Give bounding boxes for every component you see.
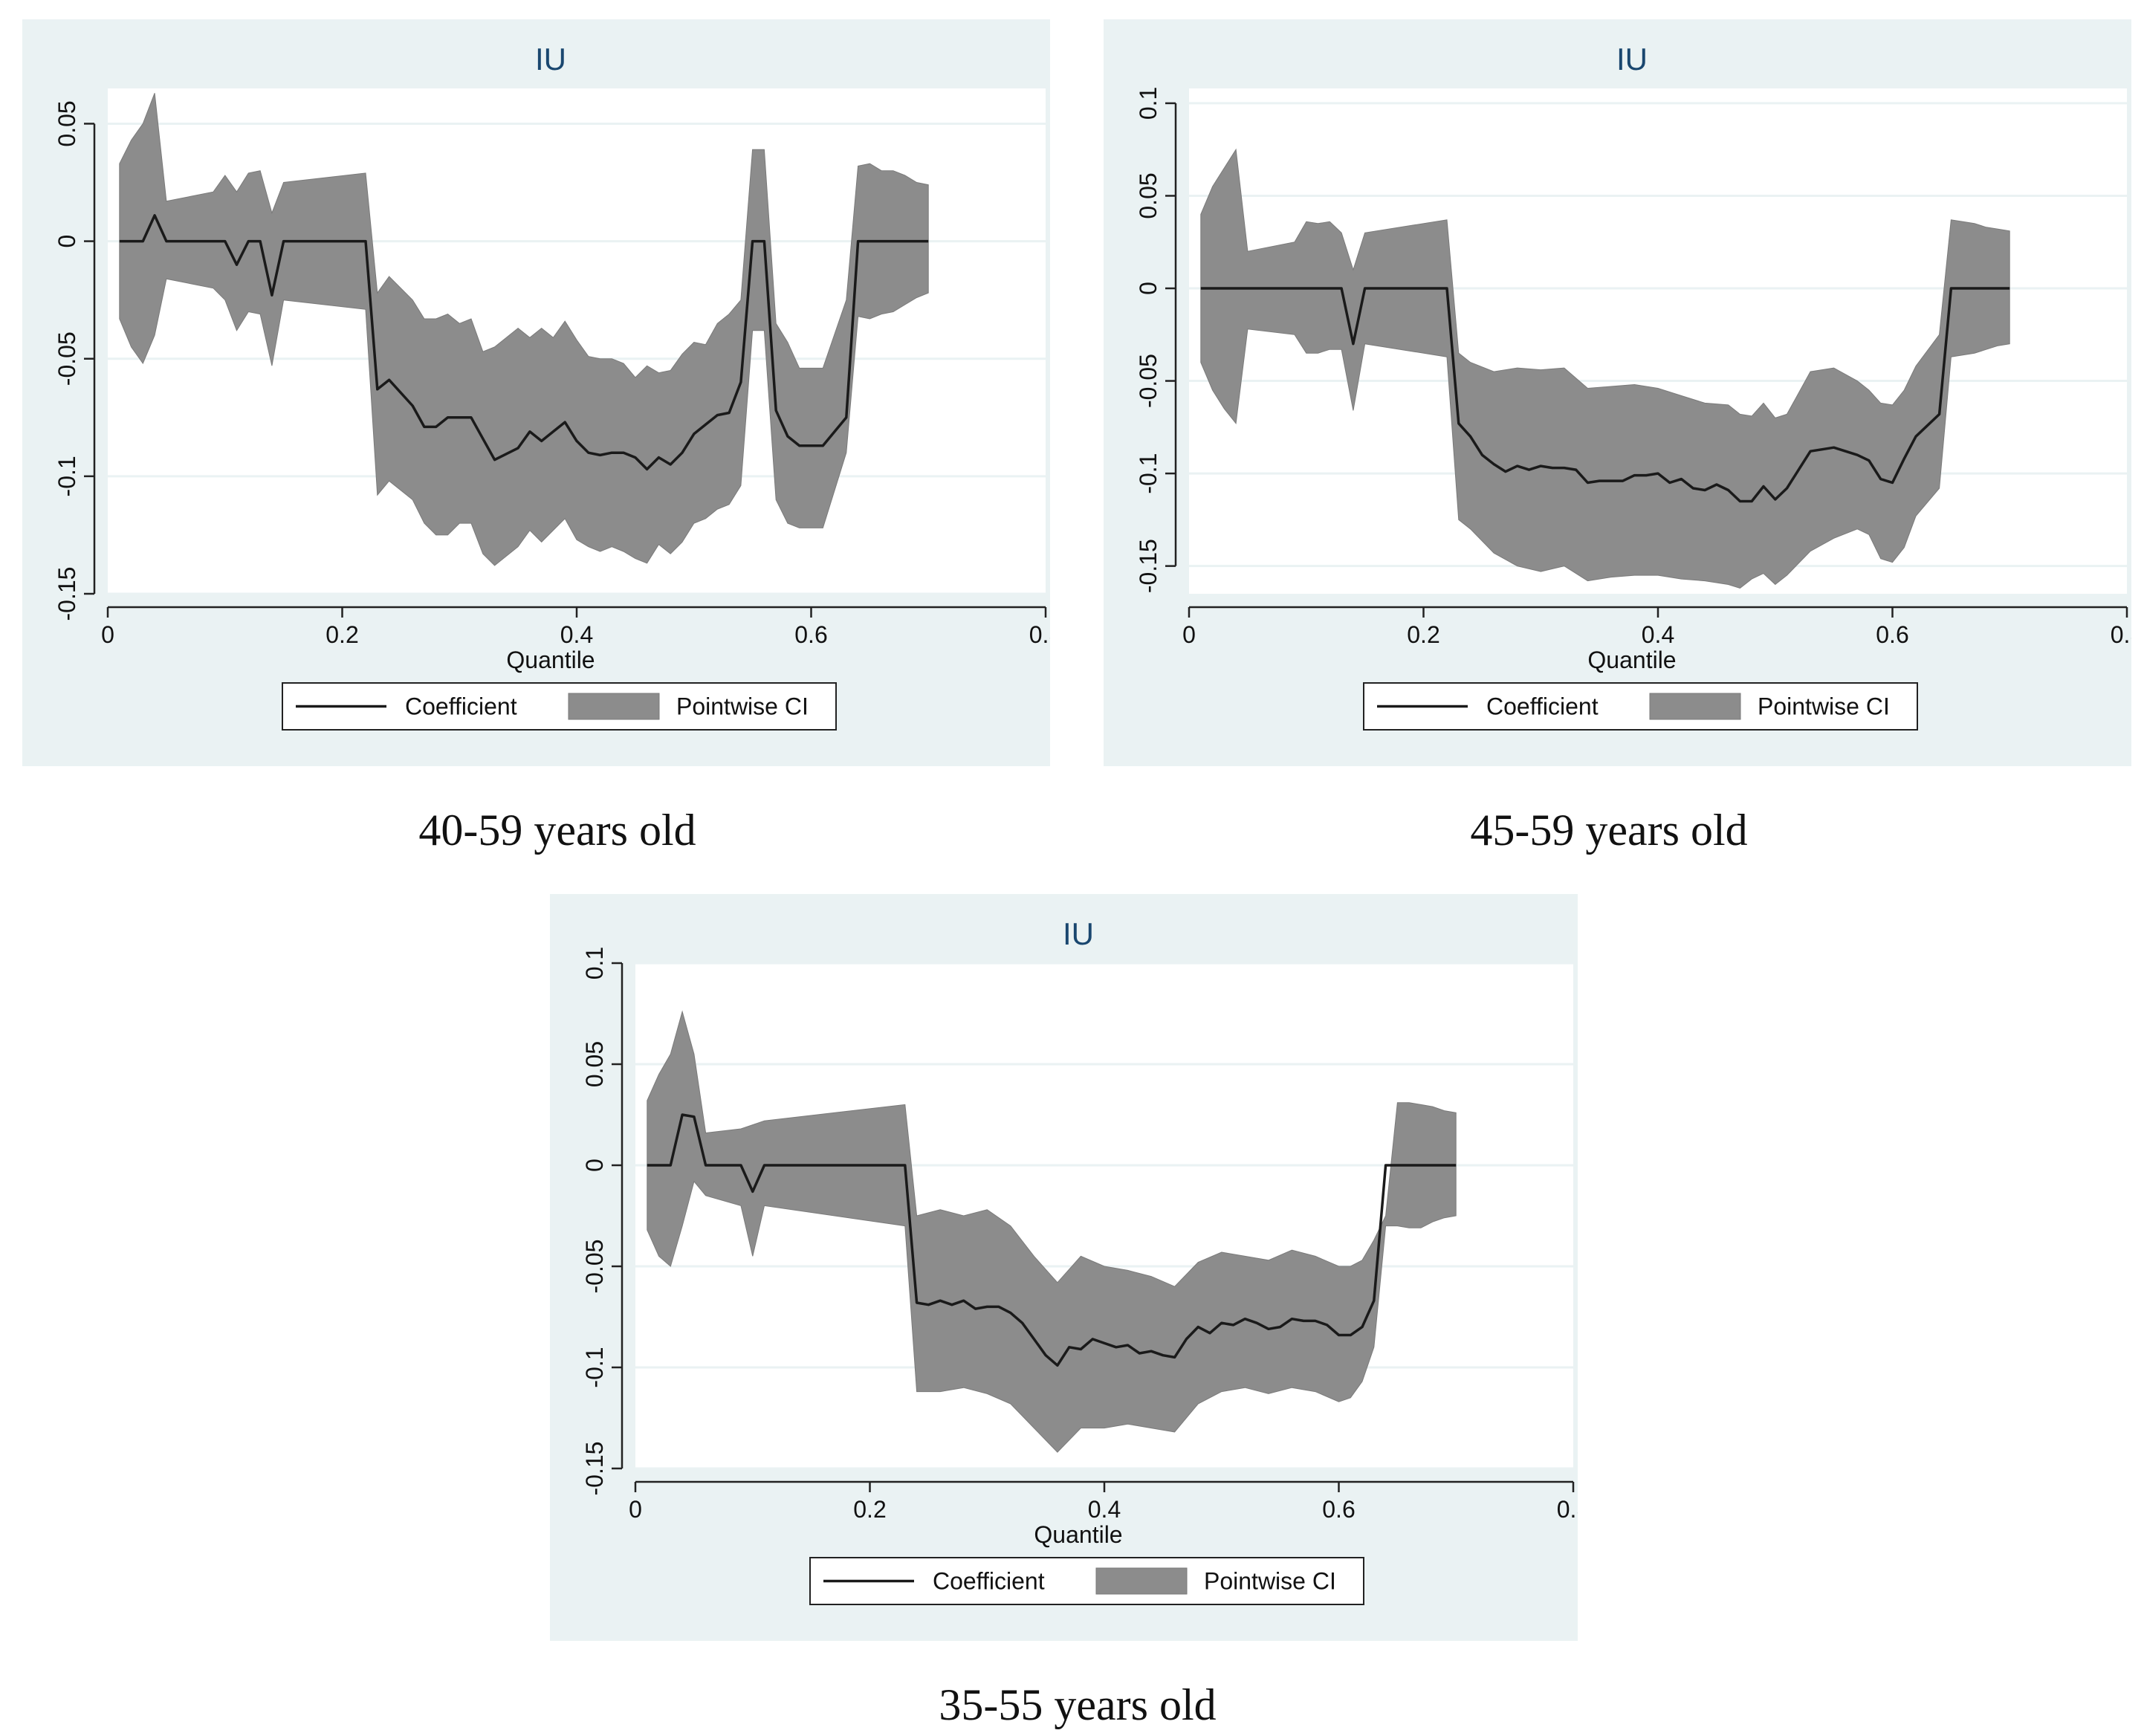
legend-coefficient-label: Coefficient — [1486, 693, 1599, 720]
chart-panel-45-59: 0.1 0.05 0 -0.05 -0.1 -0.15 0 0.2 0.4 0.6 0.8 IU Qua… — [1104, 19, 2131, 766]
x-tick-label: 0.2 — [1407, 621, 1439, 648]
chart-svg-35-55: 0.1 0.05 0 -0.05 -0.1 -0.15 0 0.2 0.4 0.6 0.8 IU Qua… — [581, 916, 1578, 1605]
y-tick-label: -0.15 — [1135, 539, 1162, 593]
y-tick-label: -0.15 — [581, 1442, 608, 1496]
x-axis-label: Quantile — [506, 647, 595, 673]
y-tick-label: 0.05 — [581, 1041, 608, 1087]
legend-ci-label: Pointwise CI — [676, 693, 809, 720]
x-tick-label: 0.4 — [1642, 621, 1674, 648]
caption-40-59: 40-59 years old — [418, 806, 696, 855]
y-tick-label: 0 — [54, 235, 80, 248]
y-tick-label: 0.1 — [581, 947, 608, 979]
chart-panel-35-55: 0.1 0.05 0 -0.05 -0.1 -0.15 0 0.2 0.4 0.6 0.8 IU Qua… — [550, 894, 1578, 1641]
y-tick-label: 0.05 — [54, 100, 80, 146]
x-tick-label: 0 — [101, 621, 114, 648]
legend-ci-label: Pointwise CI — [1204, 1568, 1336, 1595]
y-tick-label: 0.05 — [1135, 172, 1162, 218]
coefficient-line — [1200, 287, 2010, 503]
ci-band — [647, 1010, 1457, 1453]
legend-ci-swatch — [568, 693, 660, 720]
coefficient-line — [119, 214, 929, 471]
legend-coefficient-label: Coefficient — [933, 1568, 1045, 1595]
x-axis-label: Quantile — [1587, 647, 1676, 673]
x-tick-label: 0.6 — [1876, 621, 1908, 648]
legend-ci-swatch — [1649, 693, 1741, 720]
legend-ci-swatch — [1095, 1567, 1188, 1595]
coefficient-line — [647, 1113, 1457, 1367]
x-tick-label: 0.2 — [853, 1496, 886, 1523]
x-tick-label: 0.6 — [1322, 1496, 1355, 1523]
caption-35-55: 35-55 years old — [939, 1680, 1217, 1729]
y-tick-label: -0.05 — [581, 1240, 608, 1294]
x-tick-label: 0.4 — [560, 621, 593, 648]
chart-title: IU — [1616, 42, 1648, 77]
y-tick-label: 0.1 — [1135, 87, 1162, 120]
chart-panel-40-59: 0.05 0 -0.05 -0.1 -0.15 0 0.2 0.4 0.6 0.8 IU Quanti… — [22, 19, 1050, 766]
x-tick-label: 0.2 — [326, 621, 358, 648]
y-tick-label: 0 — [1135, 282, 1162, 295]
x-tick-label: 0.4 — [1088, 1496, 1121, 1523]
x-tick-label: 0.8 — [1557, 1496, 1578, 1523]
ci-band — [119, 93, 929, 566]
chart-title: IU — [1063, 916, 1094, 951]
x-tick-label: 0 — [1182, 621, 1196, 648]
y-tick-label: 0 — [581, 1159, 608, 1172]
y-tick-label: -0.05 — [1135, 354, 1162, 408]
caption-45-59: 45-59 years old — [1470, 806, 1748, 855]
y-tick-label: -0.15 — [54, 567, 80, 621]
x-axis-label: Quantile — [1034, 1521, 1122, 1548]
chart-svg-45-59: 0.1 0.05 0 -0.05 -0.1 -0.15 0 0.2 0.4 0.6 0.8 IU Qua… — [1135, 42, 2131, 731]
x-tick-label: 0.8 — [2111, 621, 2131, 648]
y-tick-label: -0.05 — [54, 331, 80, 386]
ci-band — [1200, 148, 2010, 589]
y-tick-label: -0.1 — [1135, 453, 1162, 494]
x-tick-label: 0 — [629, 1496, 642, 1523]
y-tick-label: -0.1 — [54, 456, 80, 496]
chart-svg-40-59: 0.05 0 -0.05 -0.1 -0.15 0 0.2 0.4 0.6 0.8 IU Quanti… — [54, 42, 1050, 731]
y-tick-label: -0.1 — [581, 1347, 608, 1387]
x-tick-label: 0.6 — [794, 621, 827, 648]
legend-ci-label: Pointwise CI — [1758, 693, 1890, 720]
legend-coefficient-label: Coefficient — [405, 693, 517, 720]
x-tick-label: 0.8 — [1029, 621, 1050, 648]
chart-title: IU — [535, 42, 566, 77]
